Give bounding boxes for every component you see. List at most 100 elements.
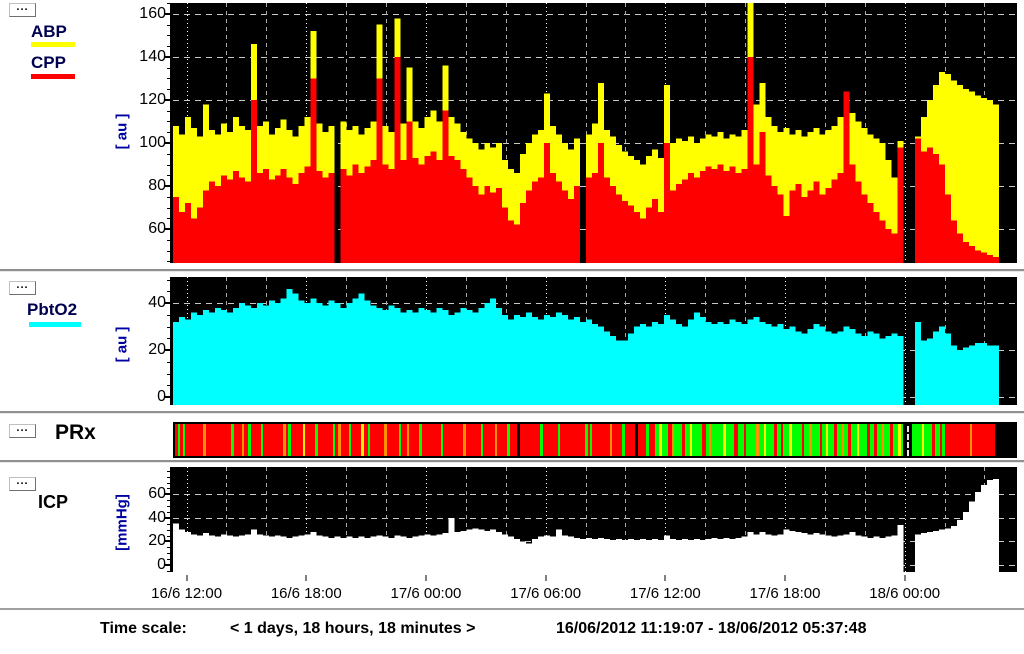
- prx-strip[interactable]: [173, 422, 1017, 458]
- icp-chart[interactable]: [173, 467, 1017, 572]
- y-minor-tick-mark: [167, 547, 171, 549]
- y-minor-tick-mark: [167, 35, 171, 37]
- prx-segment: [870, 424, 874, 456]
- prx-segment: [361, 424, 364, 456]
- prx-segment: [286, 424, 288, 456]
- panel-menu-button-prx[interactable]: ...: [9, 423, 36, 438]
- prx-segment: [812, 424, 820, 456]
- data-gap-gridline: [907, 426, 909, 456]
- y-minor-tick-mark: [167, 523, 171, 525]
- prx-segment: [497, 424, 507, 456]
- y-minor-tick-mark: [167, 175, 171, 177]
- panel-title-prx: PRx: [55, 421, 96, 444]
- prx-segment: [401, 424, 407, 456]
- y-tick-label: 120: [139, 90, 166, 108]
- prx-segment: [674, 424, 682, 456]
- datetime-range: 16/06/2012 11:19:07 - 18/06/2012 05:37:4…: [556, 620, 867, 637]
- prx-segment: [368, 424, 370, 456]
- y-minor-tick-mark: [167, 570, 171, 572]
- x-tick-label: 17/6 00:00: [390, 585, 462, 602]
- legend-label-abp: ABP: [31, 22, 67, 41]
- prx-segment: [540, 424, 543, 456]
- prx-segment: [942, 424, 945, 456]
- x-tick-mark: [903, 575, 906, 581]
- prx-segment: [970, 424, 972, 456]
- y-minor-tick-mark: [167, 89, 171, 91]
- prx-segment: [851, 424, 857, 456]
- y-tick-label: 40: [148, 294, 166, 312]
- x-tick-mark: [185, 575, 188, 581]
- y-minor-tick-mark: [167, 78, 171, 80]
- prx-segment: [507, 424, 510, 456]
- prx-segment: [655, 424, 659, 456]
- y-tick-mark: [164, 396, 171, 398]
- y-tick-mark: [164, 98, 171, 101]
- prx-segment: [842, 424, 844, 456]
- prx-segment: [384, 424, 387, 456]
- y-minor-tick-mark: [167, 3, 171, 5]
- prx-segment: [706, 424, 709, 456]
- panel-menu-button-abp-cpp[interactable]: ...: [9, 2, 36, 17]
- prx-segment: [625, 424, 635, 456]
- x-tick-label: 17/6 18:00: [749, 585, 821, 602]
- prx-segment: [638, 424, 646, 456]
- prx-segment: [244, 424, 248, 456]
- y-minor-tick-mark: [167, 110, 171, 112]
- prx-segment: [662, 424, 668, 456]
- prx-segment: [558, 424, 560, 456]
- prx-segment: [443, 424, 463, 456]
- y-tick-label: 0: [157, 388, 166, 405]
- legend-swatch-abp: [31, 42, 75, 47]
- prx-segment: [822, 424, 826, 456]
- prx-segment: [481, 424, 483, 456]
- y-minor-tick-mark: [167, 506, 171, 508]
- time-scale-label: Time scale:: [100, 620, 187, 637]
- prx-segment: [175, 424, 178, 456]
- prx-segment: [945, 424, 970, 456]
- prx-segment: [183, 424, 185, 456]
- prx-segment: [185, 424, 203, 456]
- prx-segment: [178, 424, 180, 456]
- prx-segment: [820, 424, 822, 456]
- panel-separator: [0, 269, 1024, 272]
- y-minor-tick-mark: [167, 121, 171, 123]
- prx-segment: [364, 424, 368, 456]
- prx-segment: [912, 424, 922, 456]
- panel-menu-button-pbto2[interactable]: ...: [9, 280, 36, 295]
- prx-segment: [318, 424, 333, 456]
- prx-segment: [517, 424, 520, 456]
- y-tick-mark: [164, 185, 171, 187]
- prx-segment: [809, 424, 812, 456]
- prx-segment: [441, 424, 443, 456]
- abp-cpp-chart[interactable]: [173, 3, 1017, 263]
- prx-segment: [251, 424, 261, 456]
- prx-segment: [483, 424, 495, 456]
- prx-segment: [924, 424, 932, 456]
- prx-segment: [802, 424, 804, 456]
- panel-title-icp: ICP: [38, 492, 69, 512]
- y-minor-tick-mark: [167, 153, 171, 155]
- y-tick-mark: [164, 349, 171, 352]
- pbto2-chart[interactable]: [173, 277, 1017, 405]
- x-tick-label: 18/6 00:00: [869, 585, 941, 602]
- x-tick-mark: [544, 575, 547, 581]
- prx-segment: [857, 424, 859, 456]
- prx-segment: [431, 424, 441, 456]
- time-scale-value[interactable]: < 1 days, 18 hours, 18 minutes >: [230, 620, 476, 637]
- prx-segment: [463, 424, 466, 456]
- prx-segment: [766, 424, 774, 456]
- y-tick-mark: [164, 516, 171, 519]
- prx-segment: [407, 424, 409, 456]
- y-minor-tick-mark: [167, 250, 171, 252]
- y-minor-tick-mark: [167, 132, 171, 134]
- prx-segment: [848, 424, 851, 456]
- prx-segment: [777, 424, 781, 456]
- prx-segment: [422, 424, 431, 456]
- panel-menu-button-icp[interactable]: ...: [9, 476, 36, 491]
- y-tick-label: 0: [157, 555, 166, 573]
- prx-segment: [940, 424, 942, 456]
- panel-separator: [0, 411, 1024, 414]
- prx-segment: [315, 424, 318, 456]
- prx-segment: [399, 424, 401, 456]
- y-minor-tick-mark: [167, 207, 171, 209]
